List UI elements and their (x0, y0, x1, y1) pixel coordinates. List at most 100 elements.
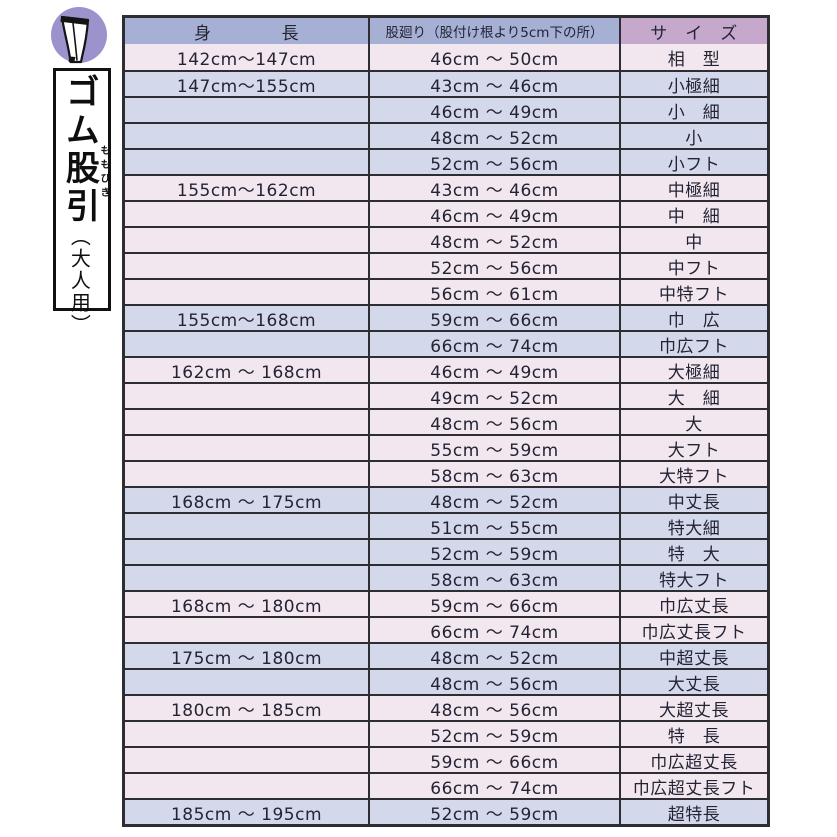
table-row: 55cm ～ 59cm 大フト (125, 434, 767, 460)
table-row: 48cm ～ 52cm 小 (125, 122, 767, 148)
cell-waist: 48cm ～ 52cm (368, 228, 619, 252)
cell-size: 巾広丈長 (619, 592, 767, 616)
header-waist: 股廻り（股付け根より5cm下の所） (368, 18, 619, 44)
cell-size: 特大フト (619, 566, 767, 590)
cell-size: 巾広フト (619, 332, 767, 356)
table-row: 168cm ～ 175cm 48cm ～ 52cm 中丈長 (125, 486, 767, 512)
cell-height (125, 722, 368, 746)
cell-waist: 66cm ～ 74cm (368, 618, 619, 642)
cell-size: 巾 広 (619, 306, 767, 330)
cell-height: 142cm～147cm (125, 44, 368, 70)
cell-waist: 48cm ～ 56cm (368, 670, 619, 694)
cell-waist: 66cm ～ 74cm (368, 774, 619, 798)
table-row: 48cm ～ 56cm 大丈長 (125, 668, 767, 694)
cell-size: 中フト (619, 254, 767, 278)
product-subtitle: （大人用） (67, 226, 92, 336)
cell-height (125, 124, 368, 148)
pants-icon (51, 7, 107, 64)
cell-waist: 43cm ～ 46cm (368, 72, 619, 96)
table-row: 51cm ～ 55cm 特大細 (125, 512, 767, 538)
table-row: 52cm ～ 59cm 特 長 (125, 720, 767, 746)
product-title-furigana: ももひき (98, 145, 109, 201)
cell-size: 特 長 (619, 722, 767, 746)
cell-height (125, 332, 368, 356)
cell-waist: 52cm ～ 59cm (368, 722, 619, 746)
table-row: 155cm～162cm 43cm ～ 46cm 中極細 (125, 174, 767, 200)
product-title: ゴム股引 (59, 74, 100, 226)
cell-height (125, 384, 368, 408)
cell-size: 大 細 (619, 384, 767, 408)
table-row: 58cm ～ 63cm 特大フト (125, 564, 767, 590)
cell-waist: 58cm ～ 63cm (368, 566, 619, 590)
cell-size: 中 (619, 228, 767, 252)
cell-size: 大 (619, 410, 767, 434)
cell-height (125, 280, 368, 304)
table-row: 162cm ～ 168cm 46cm ～ 49cm 大極細 (125, 356, 767, 382)
cell-height (125, 670, 368, 694)
table-row: 46cm ～ 49cm 小 細 (125, 96, 767, 122)
cell-waist: 46cm ～ 49cm (368, 358, 619, 382)
cell-size: 巾広超丈長フト (619, 774, 767, 798)
cell-waist: 66cm ～ 74cm (368, 332, 619, 356)
cell-height: 147cm～155cm (125, 72, 368, 96)
cell-size: 特 大 (619, 540, 767, 564)
cell-size: 小 細 (619, 98, 767, 122)
size-table: 身 長 股廻り（股付け根より5cm下の所） サ イ ズ 142cm～147cm … (122, 15, 770, 827)
cell-size: 中極細 (619, 176, 767, 200)
cell-waist: 46cm ～ 49cm (368, 202, 619, 226)
table-row: 155cm～168cm 59cm ～ 66cm 巾 広 (125, 304, 767, 330)
cell-waist: 48cm ～ 52cm (368, 124, 619, 148)
table-row: 66cm ～ 74cm 巾広丈長フト (125, 616, 767, 642)
header-size: サ イ ズ (619, 18, 767, 44)
cell-height: 155cm～162cm (125, 176, 368, 200)
cell-waist: 59cm ～ 66cm (368, 748, 619, 772)
cell-waist: 48cm ～ 56cm (368, 410, 619, 434)
table-row: 66cm ～ 74cm 巾広フト (125, 330, 767, 356)
cell-height: 168cm ～ 180cm (125, 592, 368, 616)
cell-waist: 52cm ～ 59cm (368, 800, 619, 824)
cell-height (125, 228, 368, 252)
cell-height: 168cm ～ 175cm (125, 488, 368, 512)
cell-height (125, 514, 368, 538)
cell-height (125, 410, 368, 434)
cell-waist: 48cm ～ 52cm (368, 644, 619, 668)
cell-size: 中丈長 (619, 488, 767, 512)
cell-size: 中 細 (619, 202, 767, 226)
cell-waist: 48cm ～ 56cm (368, 696, 619, 720)
cell-height (125, 150, 368, 174)
cell-waist: 49cm ～ 52cm (368, 384, 619, 408)
table-row: 59cm ～ 66cm 巾広超丈長 (125, 746, 767, 772)
cell-height (125, 748, 368, 772)
cell-height (125, 566, 368, 590)
cell-size: 大丈長 (619, 670, 767, 694)
table-row: 48cm ～ 52cm 中 (125, 226, 767, 252)
cell-waist: 56cm ～ 61cm (368, 280, 619, 304)
cell-height (125, 774, 368, 798)
table-body: 142cm～147cm 46cm ～ 50cm 相 型 147cm～155cm … (125, 44, 767, 824)
cell-height (125, 254, 368, 278)
cell-waist: 59cm ～ 66cm (368, 306, 619, 330)
table-row: 142cm～147cm 46cm ～ 50cm 相 型 (125, 44, 767, 70)
cell-waist: 46cm ～ 49cm (368, 98, 619, 122)
cell-size: 相 型 (619, 44, 767, 70)
cell-waist: 48cm ～ 52cm (368, 488, 619, 512)
cell-waist: 52cm ～ 56cm (368, 150, 619, 174)
table-header-row: 身 長 股廻り（股付け根より5cm下の所） サ イ ズ (125, 18, 767, 44)
cell-size: 大極細 (619, 358, 767, 382)
cell-height: 155cm～168cm (125, 306, 368, 330)
table-row: 52cm ～ 56cm 小フト (125, 148, 767, 174)
cell-waist: 52cm ～ 59cm (368, 540, 619, 564)
cell-size: 巾広超丈長 (619, 748, 767, 772)
cell-height: 185cm ～ 195cm (125, 800, 368, 824)
cell-size: 中超丈長 (619, 644, 767, 668)
cell-height (125, 540, 368, 564)
table-row: 180cm ～ 185cm 48cm ～ 56cm 大超丈長 (125, 694, 767, 720)
cell-size: 大超丈長 (619, 696, 767, 720)
table-row: 56cm ～ 61cm 中特フト (125, 278, 767, 304)
cell-height (125, 618, 368, 642)
cell-waist: 46cm ～ 50cm (368, 44, 619, 70)
cell-height (125, 98, 368, 122)
cell-height: 175cm ～ 180cm (125, 644, 368, 668)
cell-height: 162cm ～ 168cm (125, 358, 368, 382)
